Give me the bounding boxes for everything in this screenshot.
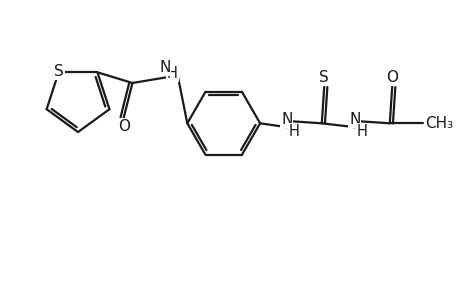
- Text: S: S: [319, 70, 328, 85]
- Text: O: O: [118, 119, 129, 134]
- Text: CH₃: CH₃: [424, 116, 453, 131]
- Text: N: N: [159, 60, 170, 75]
- Text: N: N: [280, 112, 292, 127]
- Text: H: H: [288, 124, 298, 139]
- Text: H: H: [167, 66, 177, 81]
- Text: N: N: [348, 112, 360, 127]
- Text: S: S: [54, 64, 63, 79]
- Text: H: H: [355, 124, 366, 139]
- Text: O: O: [386, 70, 397, 85]
